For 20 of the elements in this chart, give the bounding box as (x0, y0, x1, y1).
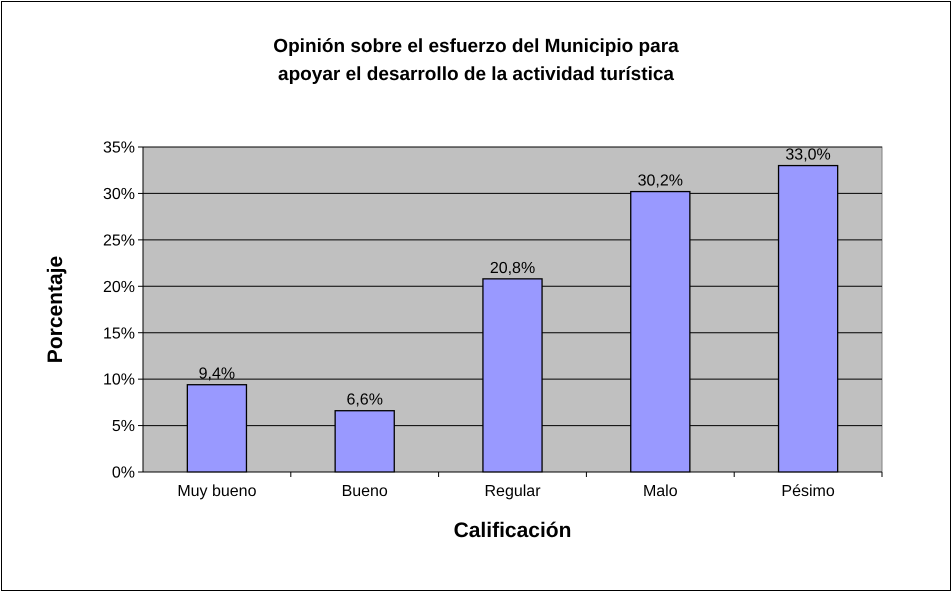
x-tick-label: Pésimo (781, 483, 835, 500)
y-tick-label: 10% (102, 372, 135, 389)
y-tick-label: 5% (112, 418, 135, 436)
data-label: 20,8% (490, 260, 536, 277)
x-tick-label: Bueno (342, 483, 388, 500)
x-tick-label: Malo (642, 483, 678, 500)
y-tick-label: 20% (102, 278, 135, 296)
y-tick-label: 15% (102, 325, 135, 342)
data-label: 30,2% (638, 172, 683, 190)
x-tick-label: Regular (484, 483, 542, 500)
y-tick-label: 30% (102, 186, 135, 204)
y-axis-title: Porcentaje (44, 256, 67, 364)
chart-title: Opinión sobre el esfuerzo del Municipio para apoyar el desarrollo de la actividad turística (273, 36, 680, 85)
data-label: 33,0% (785, 146, 831, 164)
y-tick-label: 35% (102, 140, 135, 157)
x-axis-title: Calificación (454, 519, 572, 542)
x-tick-label: Muy bueno (177, 483, 257, 500)
data-label: 6,6% (346, 392, 383, 409)
y-tick-label: 25% (102, 232, 135, 250)
y-tick-label: 0% (112, 464, 135, 482)
